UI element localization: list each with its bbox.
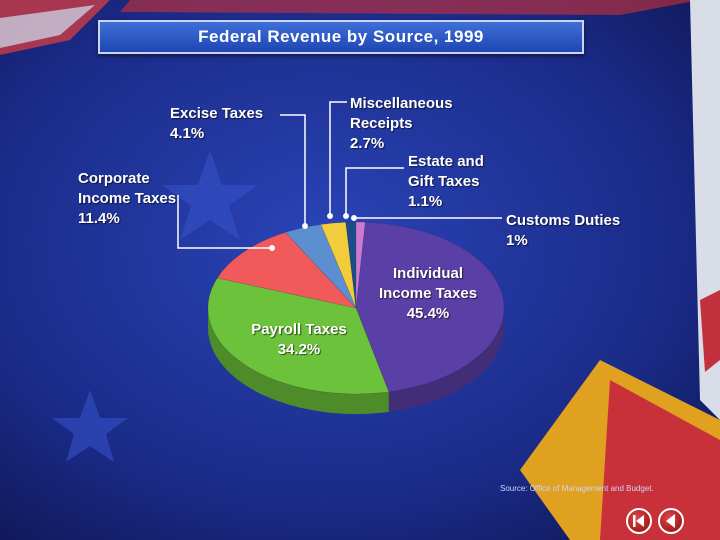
pie-chart xyxy=(207,221,505,414)
label-individual-name-1: Individual xyxy=(392,265,463,282)
pie-slice-individual xyxy=(355,221,505,393)
pie-slice-customs xyxy=(355,221,366,309)
leader-line-corporate xyxy=(177,195,272,249)
label-misc-pct: 2.7% xyxy=(350,135,385,152)
label-misc-name-1: Miscellaneous xyxy=(350,95,453,112)
label-individual-name-2: Income Taxes xyxy=(378,285,478,302)
label-individual-pct: 45.4% xyxy=(406,305,450,322)
leader-line-estate xyxy=(345,167,404,216)
leader-dot-misc xyxy=(327,213,333,219)
label-payroll: Payroll Taxes 34.2% xyxy=(238,320,360,360)
chart-title: Federal Revenue by Source, 1999 xyxy=(198,27,484,46)
label-customs: Customs Duties 1% xyxy=(506,211,620,251)
first-slide-button[interactable] xyxy=(626,508,652,534)
leader-line-misc xyxy=(329,101,347,216)
label-estate-name-1: Estate and xyxy=(408,153,484,170)
previous-slide-button[interactable] xyxy=(658,508,684,534)
pie-side-individual xyxy=(388,308,505,412)
label-estate: Estate and Gift Taxes 1.1% xyxy=(408,152,484,212)
leader-dot-corporate xyxy=(269,245,275,251)
pie-slice-corporate xyxy=(216,232,357,309)
label-corporate-name-2: Income Taxes xyxy=(78,190,177,207)
label-customs-name: Customs Duties xyxy=(506,212,621,229)
label-excise: Excise Taxes 4.1% xyxy=(170,104,263,144)
leader-dot-estate xyxy=(343,213,349,219)
label-payroll-name: Payroll Taxes xyxy=(251,321,347,338)
label-customs-pct: 1% xyxy=(506,232,528,249)
first-slide-icon xyxy=(633,515,644,527)
label-payroll-pct: 34.2% xyxy=(277,341,321,358)
pie-slice-misc xyxy=(320,221,357,309)
flag-stripes-decoration xyxy=(0,0,700,55)
label-misc-name-2: Receipts xyxy=(350,115,413,132)
label-misc: Miscellaneous Receipts 2.7% xyxy=(350,94,453,154)
label-excise-name: Excise Taxes xyxy=(170,105,264,122)
label-corporate-pct: 11.4% xyxy=(78,210,120,227)
leader-dot-customs xyxy=(351,215,357,221)
label-estate-pct: 1.1% xyxy=(408,193,443,210)
label-corporate-name-1: Corporate xyxy=(78,170,150,187)
leader-dot-excise xyxy=(302,223,308,229)
title-banner: Federal Revenue by Source, 1999 xyxy=(98,20,584,54)
label-corporate: Corporate Income Taxes 11.4% xyxy=(78,169,176,229)
leader-lines xyxy=(177,101,502,251)
label-excise-pct: 4.1% xyxy=(170,125,205,142)
source-note: Source: Office of Management and Budget. xyxy=(500,484,654,493)
flag-right-decoration xyxy=(520,0,720,540)
pie-slice-payroll xyxy=(207,277,390,395)
leader-line-excise xyxy=(280,114,306,226)
pie-side-payroll xyxy=(207,308,389,414)
pie-slice-estate xyxy=(345,221,357,309)
previous-slide-icon xyxy=(666,514,675,528)
label-estate-name-2: Gift Taxes xyxy=(408,173,480,190)
label-individual: Individual Income Taxes 45.4% xyxy=(368,264,488,324)
star-decoration xyxy=(52,150,258,462)
